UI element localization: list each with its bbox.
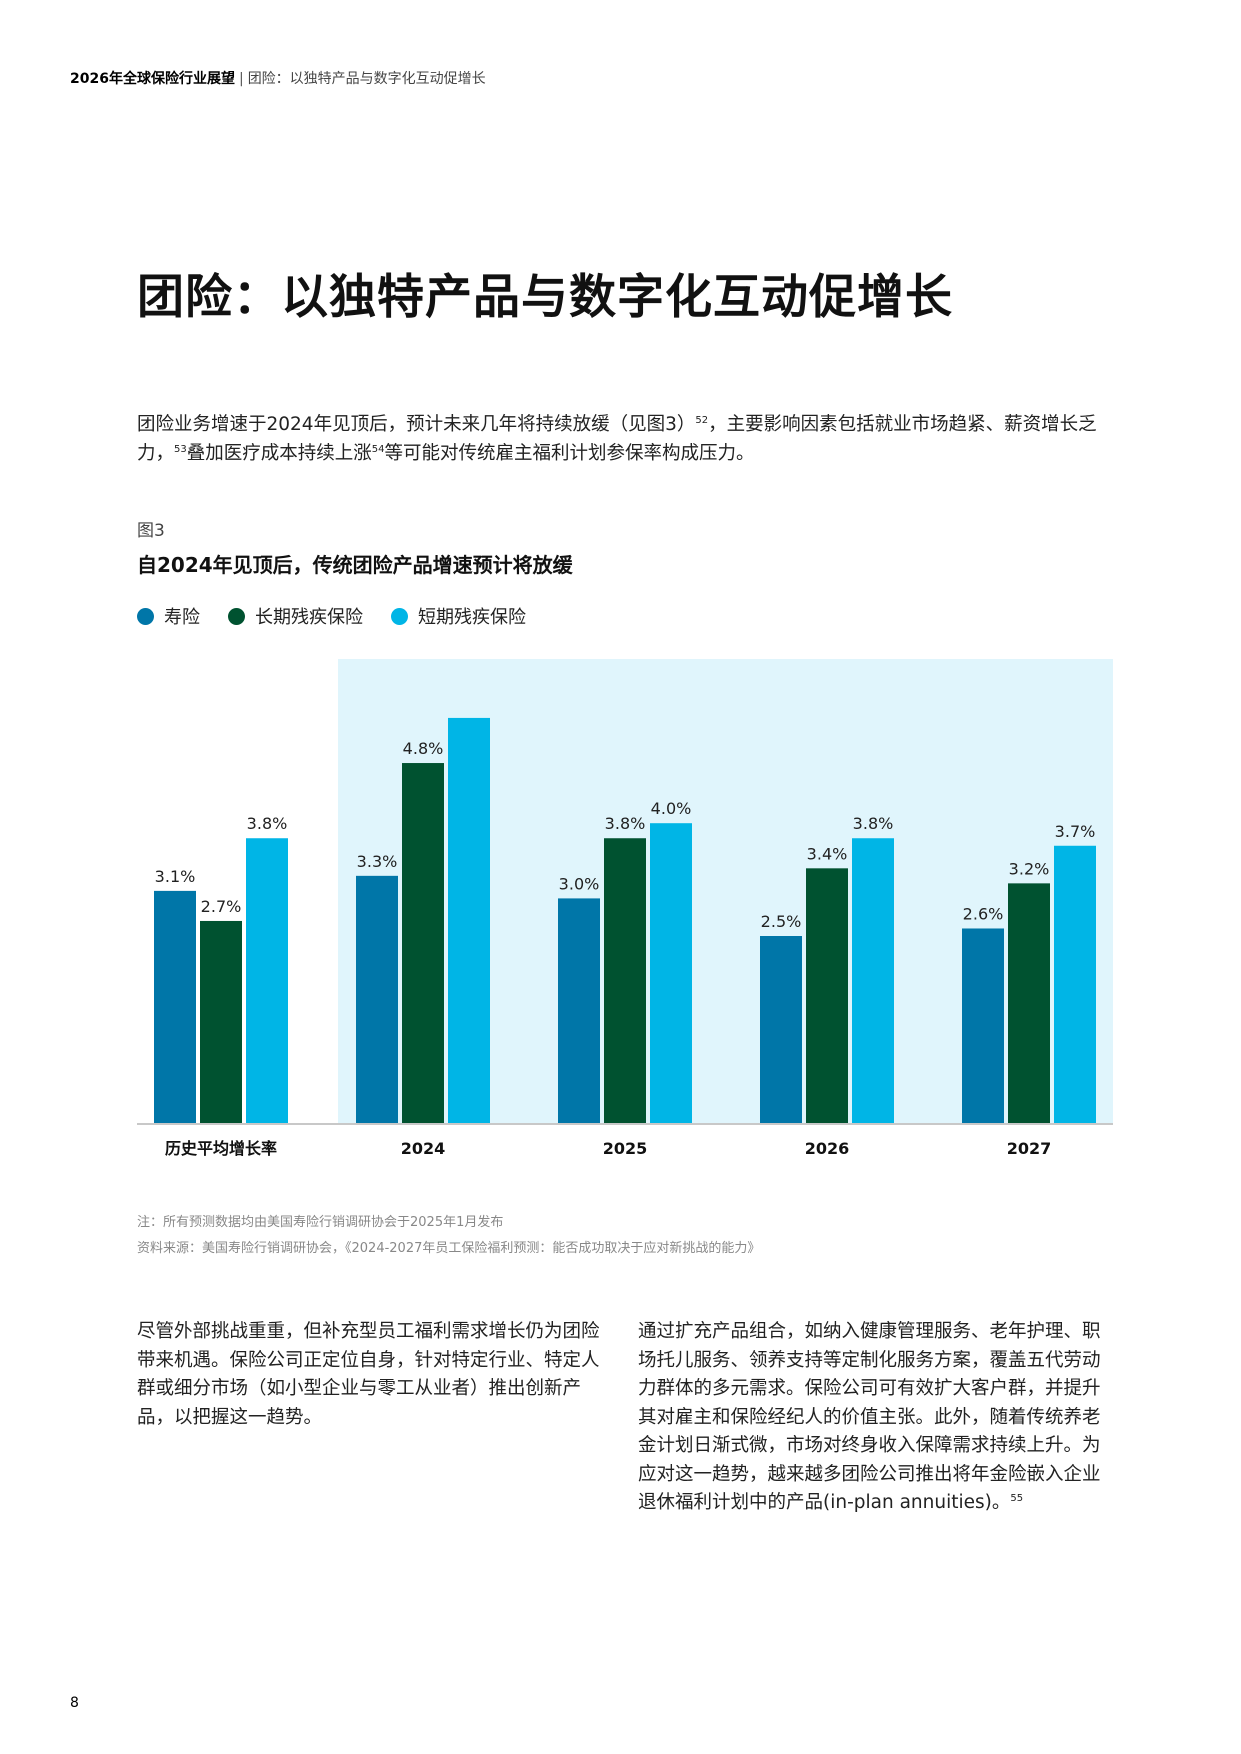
bar (650, 823, 692, 1124)
data-label: 3.8% (605, 814, 646, 833)
legend-label: 寿险 (164, 607, 200, 628)
bar (1008, 883, 1050, 1124)
intro-text: 等可能对传统雇主福利计划参保率构成压力。 (384, 443, 755, 464)
legend-swatch (137, 607, 154, 625)
bar (558, 898, 600, 1124)
data-label: 2.5% (761, 912, 802, 931)
chart-legend: 寿险 长期残疾保险 短期残疾保险 (137, 603, 526, 629)
report-title: 2026年全球保险行业展望 (70, 71, 235, 87)
bar (852, 838, 894, 1124)
legend-label: 短期残疾保险 (418, 607, 526, 628)
data-label: 4.0% (651, 799, 692, 818)
data-label: 3.4% (807, 844, 848, 863)
footnote-ref[interactable]: 54 (371, 444, 385, 455)
bar (448, 717, 490, 1124)
x-tick-label: 2027 (1007, 1139, 1052, 1158)
data-label: 2.6% (963, 904, 1004, 923)
bar (200, 920, 242, 1124)
bar (962, 928, 1004, 1124)
legend-item-life: 寿险 (137, 603, 200, 629)
footnote-ref[interactable]: 53 (174, 444, 187, 455)
legend-swatch (391, 607, 408, 625)
x-tick-label: 2024 (401, 1139, 446, 1158)
footnote-ref[interactable]: 55 (1010, 1493, 1024, 1504)
page-title: 团险：以独特产品与数字化互动促增长 (137, 270, 953, 325)
data-label: 3.2% (1009, 859, 1050, 878)
data-label: 3.7% (1055, 822, 1096, 841)
bar (760, 936, 802, 1124)
x-tick-label: 2025 (603, 1139, 648, 1158)
legend-item-std: 短期残疾保险 (391, 603, 526, 629)
body-text: 通过扩充产品组合，如纳入健康管理服务、老年护理、职场托儿服务、领养支持等定制化服… (638, 1321, 1101, 1513)
data-label: 3.8% (247, 814, 288, 833)
bar (402, 763, 444, 1124)
data-label: 3.8% (853, 814, 894, 833)
data-label: 3.0% (559, 874, 600, 893)
data-label: 3.1% (155, 867, 196, 886)
legend-swatch (228, 607, 245, 625)
header-separator: | (238, 71, 244, 87)
intro-paragraph: 团险业务增速于2024年见顶后，预计未来几年将持续放缓（见图3）52，主要影响因… (137, 410, 1107, 468)
x-tick-label: 2026 (805, 1139, 850, 1158)
legend-label: 长期残疾保险 (255, 607, 363, 628)
section-name: 团险：以独特产品与数字化互动促增长 (247, 71, 486, 87)
intro-text: 团险业务增速于2024年见顶后，预计未来几年将持续放缓（见图3） (137, 414, 696, 435)
bar (1054, 845, 1096, 1124)
bar (154, 890, 196, 1124)
body-left-column: 尽管外部挑战重重，但补充型员工福利需求增长仍为团险带来机遇。保险公司正定位自身，… (137, 1321, 600, 1428)
chart-note: 注：所有预测数据均由美国寿险行销调研协会于2025年1月发布 (137, 1215, 504, 1230)
bar (604, 838, 646, 1124)
body-right-column: 通过扩充产品组合，如纳入健康管理服务、老年护理、职场托儿服务、领养支持等定制化服… (638, 1318, 1106, 1518)
intro-text: 叠加医疗成本持续上涨 (186, 443, 372, 464)
figure-title: 自2024年见顶后，传统团险产品增速预计将放缓 (137, 553, 573, 577)
figure-label: 图3 (137, 521, 165, 541)
data-label: 4.8% (403, 739, 444, 758)
bar (246, 838, 288, 1124)
bar-chart: 3.1% 2.7% 3.8% 历史平均增长率 3.3% 4.8% 2024 3.0% 3.8% 4… (137, 659, 1113, 1158)
legend-item-ltd: 长期残疾保险 (228, 603, 363, 629)
data-label: 2.7% (201, 897, 242, 916)
intro-text: ，主要影响因素包括就业市场趋紧、薪资增长乏力， (137, 414, 1097, 464)
running-header: 2026年全球保险行业展望 | 团险：以独特产品与数字化互动促增长 (70, 68, 486, 88)
footnote-ref[interactable]: 52 (695, 415, 709, 426)
bar (806, 868, 848, 1124)
chart-source: 资料来源：美国寿险行销调研协会，《2024-2027年员工保险福利预测：能否成功… (137, 1241, 761, 1256)
data-label: 3.3% (357, 852, 398, 871)
page-number: 8 (70, 1695, 79, 1711)
x-tick-label: 历史平均增长率 (165, 1139, 277, 1158)
bar (356, 875, 398, 1124)
